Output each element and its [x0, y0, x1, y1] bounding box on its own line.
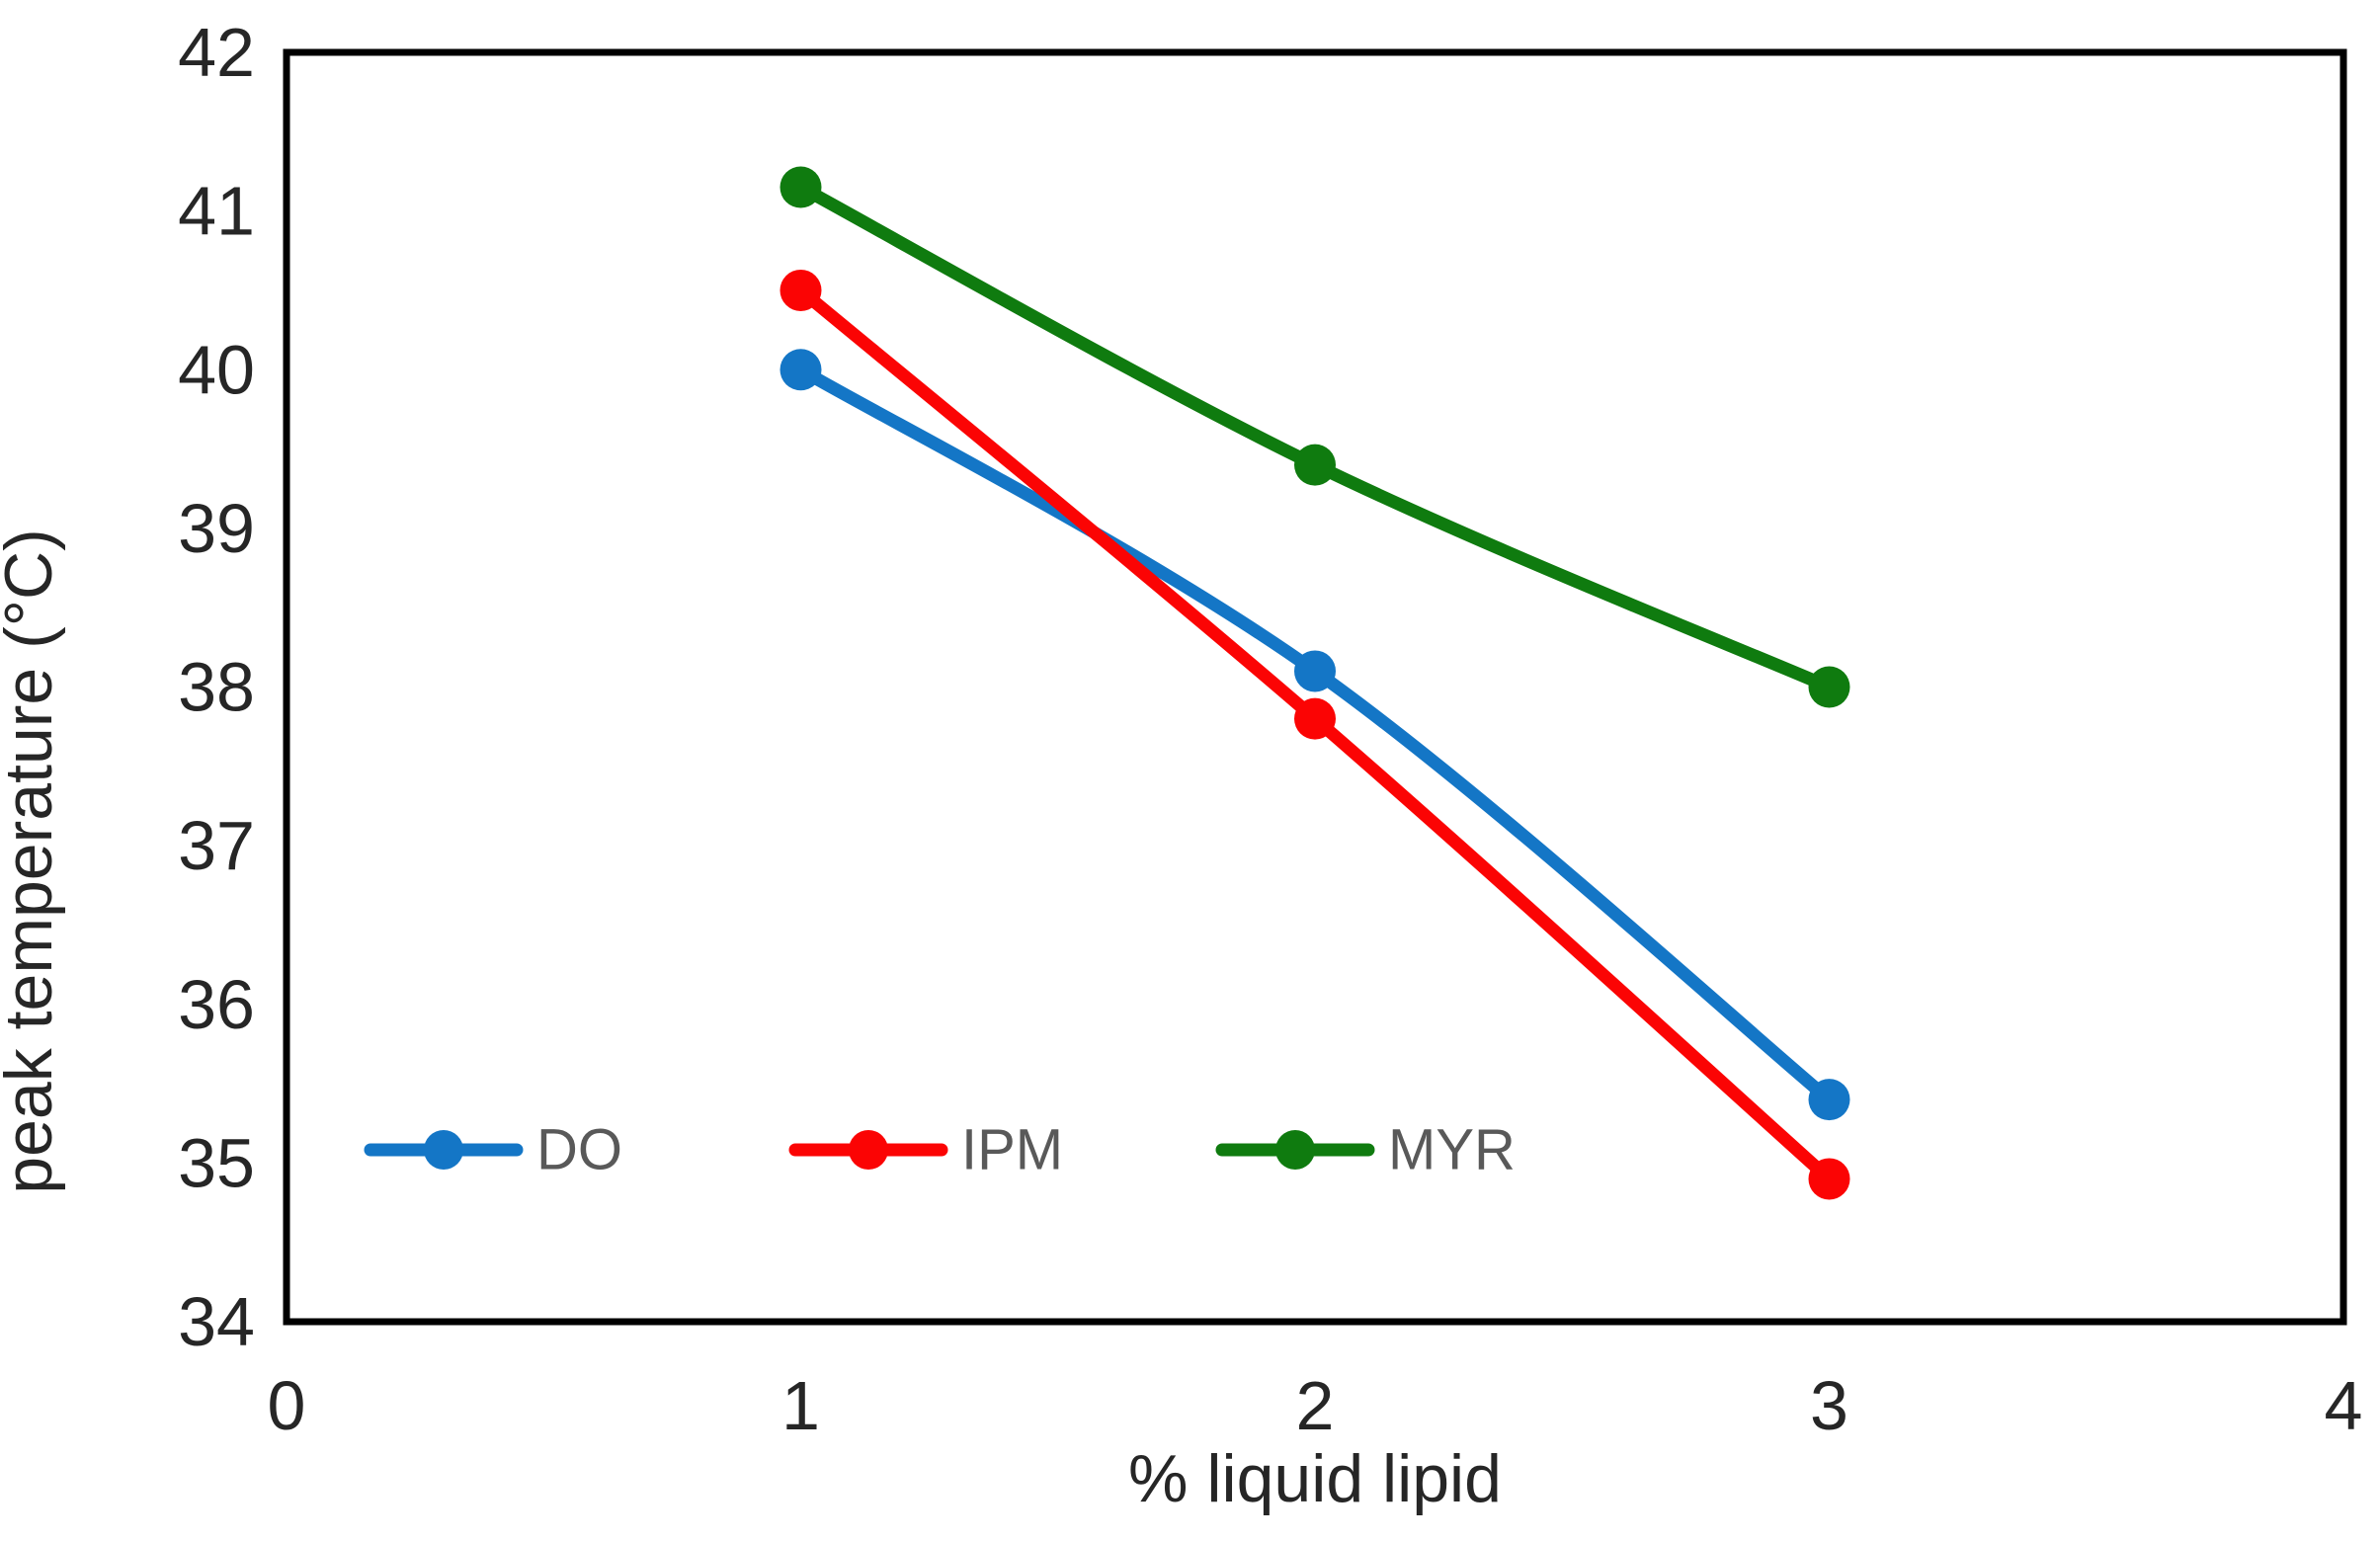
legend-marker — [849, 1130, 888, 1170]
y-tick-label: 34 — [178, 1283, 255, 1360]
data-point-ipm-x1 — [780, 269, 822, 311]
y-axis-title: peak temperature (°C) — [0, 528, 66, 1193]
y-tick-label: 42 — [178, 14, 255, 91]
data-point-myr-x2 — [1294, 444, 1336, 486]
legend-item-do: DO — [364, 1118, 622, 1182]
x-tick-label: 4 — [2325, 1367, 2363, 1444]
data-point-do-x2 — [1294, 650, 1336, 692]
x-tick-label: 0 — [268, 1367, 306, 1444]
y-tick-label: 38 — [178, 649, 255, 726]
data-point-myr-x1 — [780, 166, 822, 208]
legend-label: IPM — [961, 1118, 1063, 1182]
data-point-myr-x3 — [1808, 666, 1850, 708]
legend-marker — [424, 1130, 463, 1170]
legend-label: MYR — [1388, 1118, 1516, 1182]
plot-frame — [283, 48, 2347, 1326]
y-tick-label: 37 — [178, 807, 255, 884]
series-line-myr — [794, 181, 1836, 693]
y-tick-label: 36 — [178, 966, 255, 1043]
x-axis-title: % liquid lipid — [1128, 1441, 1502, 1516]
legend: DO IPM MYR — [364, 1118, 1516, 1182]
y-tick-label: 35 — [178, 1124, 255, 1201]
data-point-ipm-x3 — [1808, 1158, 1850, 1200]
x-tick-label: 3 — [1810, 1367, 1848, 1444]
legend-marker — [1275, 1130, 1315, 1170]
series-layer — [780, 166, 1850, 1200]
data-point-do-x3 — [1808, 1079, 1850, 1121]
legend-item-ipm: IPM — [788, 1118, 1063, 1182]
y-tick-label: 39 — [178, 490, 255, 567]
data-point-ipm-x2 — [1294, 697, 1336, 740]
legend-item-myr: MYR — [1215, 1118, 1516, 1182]
x-tick-label: 2 — [1296, 1367, 1335, 1444]
x-tick-label: 1 — [781, 1367, 820, 1444]
data-point-do-x1 — [780, 349, 822, 391]
legend-label: DO — [536, 1118, 622, 1182]
y-tick-label: 41 — [178, 173, 255, 250]
y-tick-label: 40 — [178, 331, 255, 408]
